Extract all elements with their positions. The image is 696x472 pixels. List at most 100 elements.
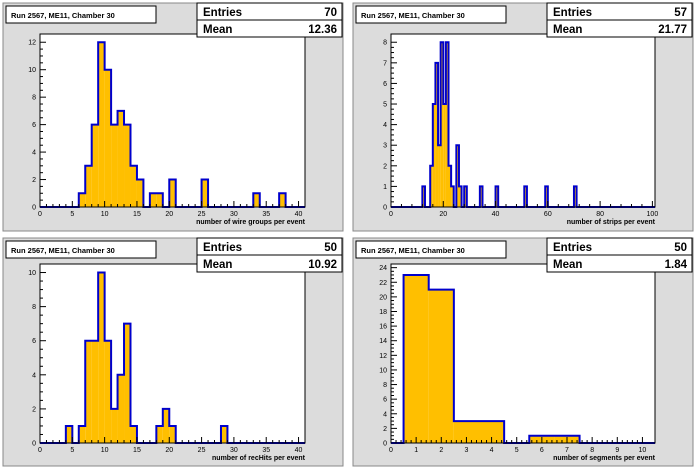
x-tick-label: 15 [133,211,141,218]
histogram-bin [445,42,449,207]
plot-frame [390,263,656,444]
histogram-bin [169,425,176,443]
x-tick-label: 40 [492,211,500,218]
x-tick-label: 6 [540,447,544,454]
stats-entries-value: 50 [674,242,687,254]
x-axis-label: number of recHits per event [212,455,306,462]
y-tick-label: 0 [32,441,36,448]
x-tick-label: 10 [101,447,109,454]
y-tick-label: 6 [32,122,36,129]
y-tick-label: 18 [379,309,387,316]
stats-mean-value: 21.77 [658,24,687,36]
histogram-bin [85,165,92,207]
histogram-bin [435,62,439,208]
histogram-bin [130,165,137,207]
x-tick-label: 30 [230,211,238,218]
y-tick-label: 2 [383,163,387,170]
histogram-bin [279,193,286,207]
histogram-bin [111,408,118,443]
histogram-bin [253,193,260,207]
y-tick-label: 5 [383,102,387,109]
histogram-bin [124,323,131,443]
stats-mean-value: 10.92 [308,259,337,271]
y-tick-label: 3 [383,143,387,150]
y-tick-label: 10 [28,270,36,277]
x-tick-label: 25 [198,211,206,218]
stats-mean-label: Mean [553,24,582,36]
title-box [5,240,157,259]
histogram-panel-2: 0 20 40 60 80 100 0 1 2 3 4 5 6 7 8 number of strips pe… [352,2,694,232]
stats-entries-value: 70 [324,7,337,19]
x-tick-label: 100 [647,211,659,218]
x-tick-label: 25 [198,447,206,454]
histogram-bin [422,186,425,207]
y-tick-label: 10 [28,67,36,74]
title-box [355,240,507,259]
histogram-bin [458,186,462,207]
histogram-bin [156,425,163,443]
histogram-bin [573,186,577,207]
histogram-bin [65,425,73,443]
histogram-bin [104,69,112,207]
x-tick-label: 20 [165,211,173,218]
y-tick-label: 1 [383,184,387,191]
histogram-bin [479,186,483,207]
histogram-panel-1: 0 5 10 15 20 25 30 35 40 0 2 4 6 8 10 12 number of wire … [2,2,344,232]
x-tick-label: 80 [596,211,604,218]
y-tick-label: 8 [32,95,36,102]
histogram-bin [149,193,157,207]
x-tick-label: 30 [230,447,238,454]
y-tick-label: 12 [28,40,36,47]
x-tick-label: 4 [490,447,494,454]
y-tick-label: 2 [32,177,36,184]
y-tick-label: 4 [32,150,36,157]
y-tick-label: 6 [383,81,387,88]
y-tick-label: 8 [32,304,36,311]
y-tick-label: 7 [383,60,387,67]
histogram-bin [98,42,105,207]
x-tick-label: 5 [515,447,519,454]
x-axis-label: number of strips per event [567,219,656,226]
plot-title: Run 2567, ME11, Chamber 30 [361,11,465,20]
stats-mean-value: 1.84 [665,259,688,271]
y-tick-label: 14 [379,338,387,345]
histogram-bin [91,124,99,207]
x-tick-label: 10 [639,447,647,454]
histogram-bin [104,340,112,443]
x-tick-label: 60 [544,211,552,218]
x-tick-label: 40 [295,211,303,218]
stats-mean-value: 12.36 [308,24,337,36]
histogram-bin [453,421,479,443]
stats-entries-label: Entries [203,242,242,254]
x-tick-label: 1 [414,447,418,454]
y-tick-label: 22 [379,280,387,287]
title-box [5,5,157,24]
histogram-bin [403,274,429,443]
y-tick-label: 2 [32,406,36,413]
histogram-bin [545,186,548,207]
histogram-bin [456,145,459,207]
histogram-bin [220,425,228,443]
x-tick-label: 0 [38,211,42,218]
x-tick-label: 0 [389,447,393,454]
y-tick-label: 24 [379,265,387,272]
histogram-bin [448,165,452,207]
plot-area [40,34,305,207]
x-tick-label: 35 [262,447,270,454]
x-tick-label: 20 [439,211,447,218]
x-tick-label: 3 [464,447,468,454]
histogram-bin [91,340,99,443]
y-tick-label: 4 [383,411,387,418]
plot-frame [39,263,306,444]
x-tick-label: 5 [70,447,74,454]
plot-title: Run 2567, ME11, Chamber 30 [11,246,115,255]
histogram-bin [169,179,176,207]
x-tick-label: 2 [439,447,443,454]
histogram-bin [136,179,144,207]
histogram-bin [111,124,118,207]
stats-entries-value: 57 [674,7,687,19]
histogram-bin [130,425,137,443]
plot-title: Run 2567, ME11, Chamber 30 [361,246,465,255]
histogram-bin [495,186,499,207]
